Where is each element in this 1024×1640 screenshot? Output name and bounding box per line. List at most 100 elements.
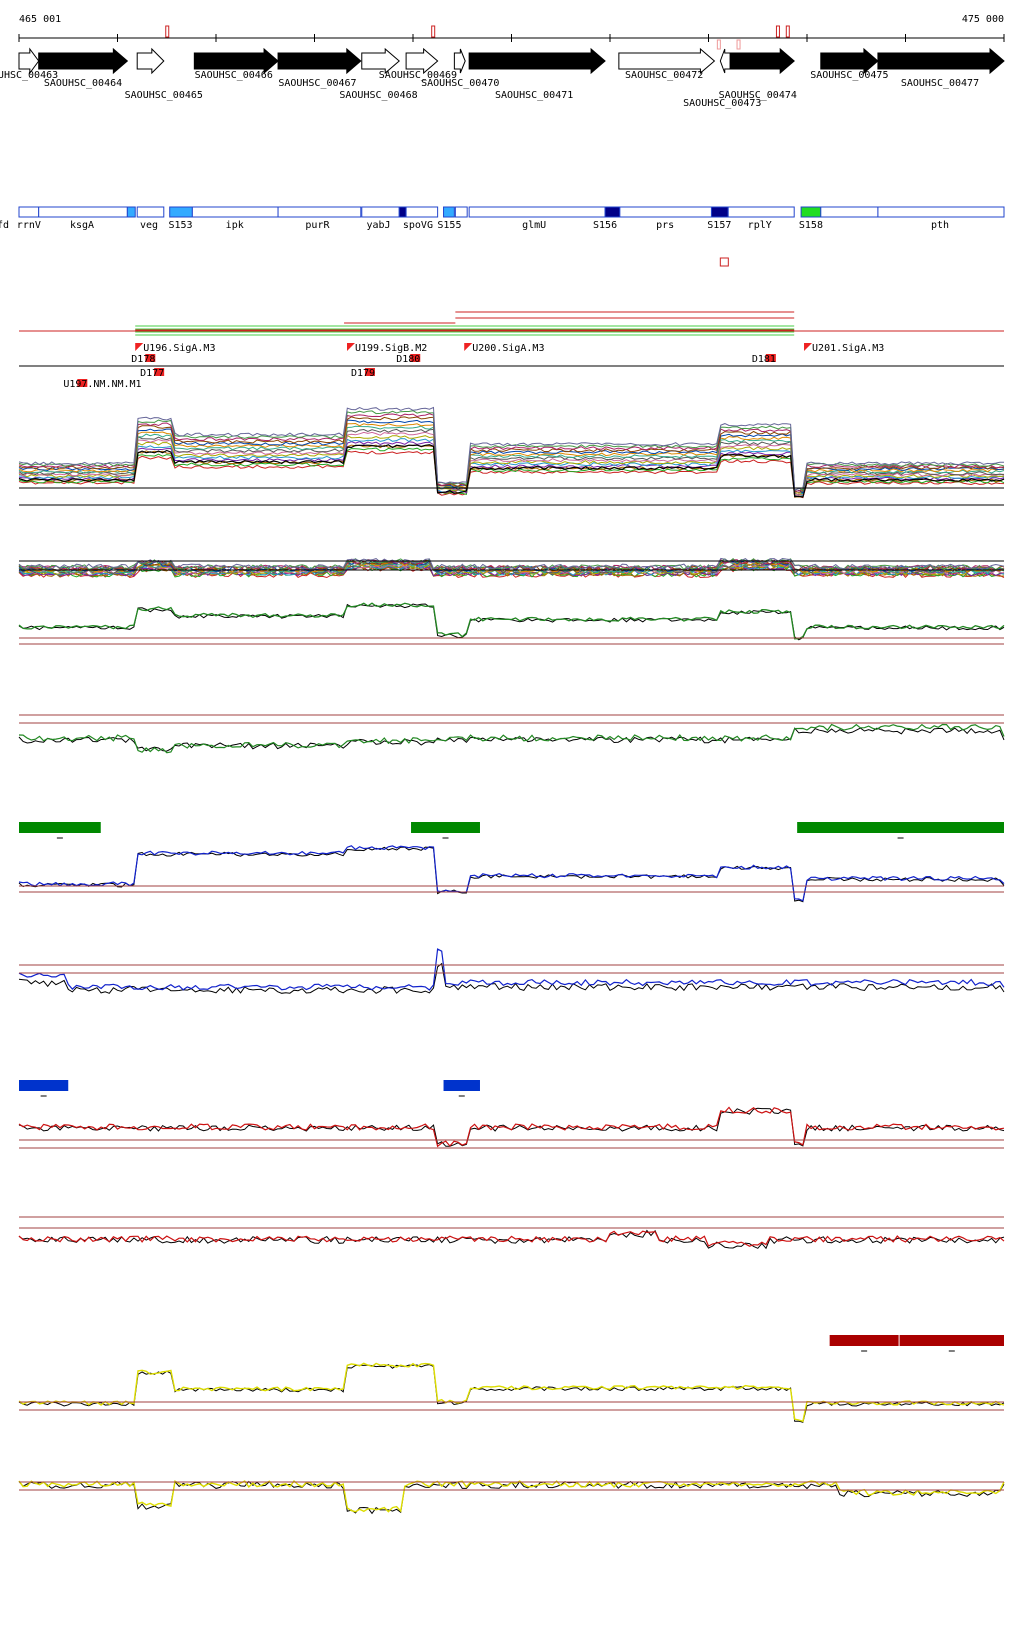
annotation-feature[interactable] [38, 206, 128, 218]
terminator-block[interactable] [364, 368, 375, 376]
annotation-feature[interactable] [126, 206, 136, 218]
expression-line [18, 413, 1005, 492]
condition-bar [899, 1335, 1004, 1346]
annotation-feature[interactable] [468, 206, 606, 218]
site-marker [785, 25, 790, 38]
gene-label: SAOUHSC_00472 [625, 70, 703, 81]
gene-arrow[interactable] [468, 47, 606, 75]
expression-line [18, 1362, 1005, 1423]
marker-square [719, 257, 729, 267]
site-marker [431, 25, 436, 38]
gene-label: SAOUHSC_00473 [683, 98, 761, 109]
gene-arrow[interactable] [361, 47, 400, 75]
annotation-feature[interactable] [18, 206, 40, 218]
annotation-feature[interactable] [405, 206, 439, 218]
gene-arrow[interactable] [729, 47, 795, 75]
expression-line [18, 441, 1005, 497]
expression-line [18, 846, 1005, 903]
annotation-feature[interactable] [619, 206, 712, 218]
annotation-label: S158 [799, 220, 823, 231]
expression-line [18, 962, 1005, 994]
ruler-end-label: 475 000 [962, 14, 1004, 25]
expression-line [18, 1230, 1005, 1247]
gene-label: SAOUHSC_00470 [421, 78, 499, 89]
terminator-block[interactable] [765, 354, 776, 362]
terminator-block[interactable] [154, 368, 165, 376]
expression-line [18, 727, 1005, 752]
promoter-flag[interactable] [804, 343, 813, 351]
coordinate-ruler: 465 001 475 000 [18, 14, 1005, 50]
site-marker [165, 25, 170, 38]
promoter-flag[interactable] [135, 343, 144, 351]
condition-bar [797, 822, 1004, 833]
annotation-feature[interactable] [710, 206, 729, 218]
gene-arrow[interactable] [453, 48, 466, 74]
annotation-feature[interactable] [800, 206, 822, 218]
annotation-feature[interactable] [191, 206, 279, 218]
terminator-block[interactable] [77, 379, 88, 387]
promoter-label: D177 [140, 368, 164, 379]
annotation-feature[interactable] [877, 206, 1005, 218]
promoter-label: D179 [351, 368, 375, 379]
site-marker [716, 39, 721, 50]
expression-line [18, 1479, 1005, 1513]
promoter-label: D178 [131, 354, 155, 365]
terminator-block[interactable] [410, 354, 421, 362]
promoter-flag[interactable] [347, 343, 356, 351]
annotation-feature[interactable] [398, 206, 407, 218]
gene-label: SAOUHSC_00477 [901, 78, 979, 89]
condition-bar [443, 1080, 480, 1091]
gene-arrow[interactable] [719, 48, 731, 74]
expression-line [18, 406, 1004, 491]
promoter-label: U197.NM.NM.M1 [63, 379, 141, 390]
annotation-feature[interactable] [136, 206, 165, 218]
gene-arrow[interactable] [277, 47, 362, 75]
expression-line [18, 422, 1005, 494]
expression-line [18, 1106, 1005, 1148]
gene-arrow[interactable] [18, 47, 40, 75]
promoter-label: U201.SigA.M3 [812, 343, 884, 354]
expression-line [18, 602, 1005, 640]
annotation-feature[interactable] [604, 206, 621, 218]
annotation-label: mfd [0, 220, 9, 231]
annotation-label: prs [656, 220, 674, 231]
promoter-label: U200.SigA.M3 [472, 343, 544, 354]
promoter-label: D181 [752, 354, 776, 365]
annotation-feature[interactable] [277, 206, 362, 218]
gene-label: SAOUHSC_00468 [339, 90, 417, 101]
gene-arrow[interactable] [877, 47, 1005, 75]
annotation-feature[interactable] [727, 206, 795, 218]
condition-bar [411, 822, 480, 833]
annotation-label: rplY [748, 220, 772, 231]
expression-line [18, 1480, 1005, 1515]
gene-arrow[interactable] [193, 47, 279, 75]
expression-profiles [18, 406, 1005, 1515]
terminator-block[interactable] [145, 354, 156, 362]
annotation-label: S157 [707, 220, 731, 231]
expression-line [18, 557, 1005, 570]
annotation-feature[interactable] [443, 206, 455, 218]
gene-label: SAOUHSC_00467 [278, 78, 356, 89]
annotation-feature[interactable] [454, 206, 468, 218]
gene-label: SAOUHSC_00464 [44, 78, 122, 89]
site-marker [736, 39, 741, 50]
annotation-feature[interactable] [361, 206, 400, 218]
annotation-track: rrnV ksgA veg S153 ipk purR yabJ spoVG S155 glmU S… [0, 206, 1005, 267]
promoter-flag[interactable] [464, 343, 473, 351]
annotation-feature[interactable] [169, 206, 193, 218]
site-marker [775, 25, 780, 38]
gene-arrow[interactable] [618, 47, 716, 75]
gene-arrow[interactable] [820, 47, 879, 75]
annotation-label: pth [931, 220, 949, 231]
promoter-label: D180 [396, 354, 420, 365]
annotation-feature[interactable] [820, 206, 879, 218]
gene-arrow[interactable] [136, 47, 165, 75]
expression-line [18, 1364, 1005, 1423]
gene-label: SAOUHSC_00465 [125, 90, 203, 101]
gene-arrow[interactable] [38, 47, 129, 75]
gene-arrow[interactable] [405, 47, 439, 75]
annotation-label: rrnV [17, 220, 41, 231]
annotation-label: S156 [593, 220, 617, 231]
